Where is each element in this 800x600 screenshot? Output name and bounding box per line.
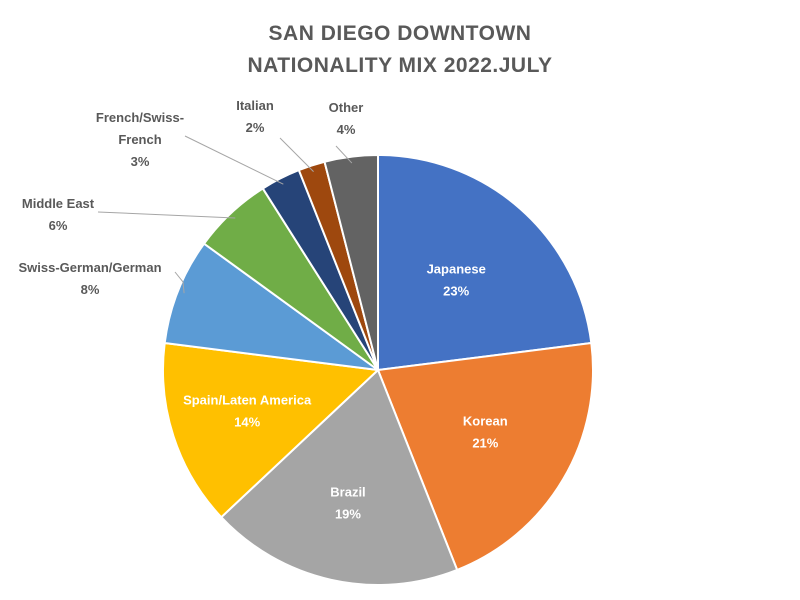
- slice-percent-spain-laten-america: 14%: [234, 415, 260, 430]
- leader-line-french-swiss-french: [184, 135, 284, 185]
- slice-name-other: Other: [329, 100, 364, 115]
- slice-name-korean: Korean: [463, 413, 508, 428]
- slice-percent-brazil: 19%: [335, 506, 361, 521]
- leader-line-middle-east: [97, 211, 236, 219]
- leader-line-swiss-german-german: [174, 271, 185, 294]
- slice-percent-korean: 21%: [472, 435, 498, 450]
- slice-label-swiss-german-german: Swiss-German/German 8%: [18, 260, 161, 297]
- slice-label-french-swiss-french: French/Swiss- French 3%: [96, 110, 184, 169]
- slice-label-korean: Korean 21%: [463, 413, 508, 450]
- slice-percent-japanese: 23%: [443, 283, 469, 298]
- slice-percent-middle-east: 6%: [49, 218, 68, 233]
- slice-name-middle-east: Middle East: [22, 196, 95, 211]
- slice-label-brazil: Brazil 19%: [330, 484, 365, 521]
- slice-percent-italian: 2%: [246, 120, 265, 135]
- slice-name-brazil: Brazil: [330, 484, 365, 499]
- slice-label-middle-east: Middle East 6%: [22, 196, 95, 233]
- pie-slice-japanese: [377, 153, 593, 372]
- pie-slice-other: [323, 153, 379, 371]
- pie-slice-brazil: [219, 368, 459, 586]
- slice-label-other: Other 4%: [329, 100, 364, 137]
- slice-name-french-swiss-french-1: French/Swiss-: [96, 110, 184, 125]
- leader-line-italian: [279, 137, 314, 173]
- chart-title-line-2: NATIONALITY MIX 2022.JULY: [247, 54, 553, 77]
- slice-name-italian: Italian: [236, 98, 274, 113]
- leader-line-other: [335, 145, 353, 164]
- slice-name-spain-laten-america: Spain/Laten America: [183, 393, 312, 408]
- slice-name-swiss-german-german: Swiss-German/German: [18, 260, 161, 275]
- slice-percent-other: 4%: [337, 122, 356, 137]
- slice-label-italian: Italian 2%: [236, 98, 274, 135]
- slice-percent-french-swiss-french: 3%: [131, 154, 150, 169]
- slice-label-japanese: Japanese 23%: [427, 261, 486, 298]
- chart-title-line-1: SAN DIEGO DOWNTOWN: [268, 22, 532, 45]
- slice-label-spain-laten-america: Spain/Laten America 14%: [183, 393, 312, 430]
- pie-slice-spain-laten-america: [162, 341, 381, 519]
- pie-slice-swiss-german-german: [163, 242, 379, 371]
- slice-name-japanese: Japanese: [427, 261, 486, 276]
- slice-percent-swiss-german-german: 8%: [81, 282, 100, 297]
- slice-name-french-swiss-french-2: French: [118, 132, 161, 147]
- pie-slice-korean: [376, 341, 594, 572]
